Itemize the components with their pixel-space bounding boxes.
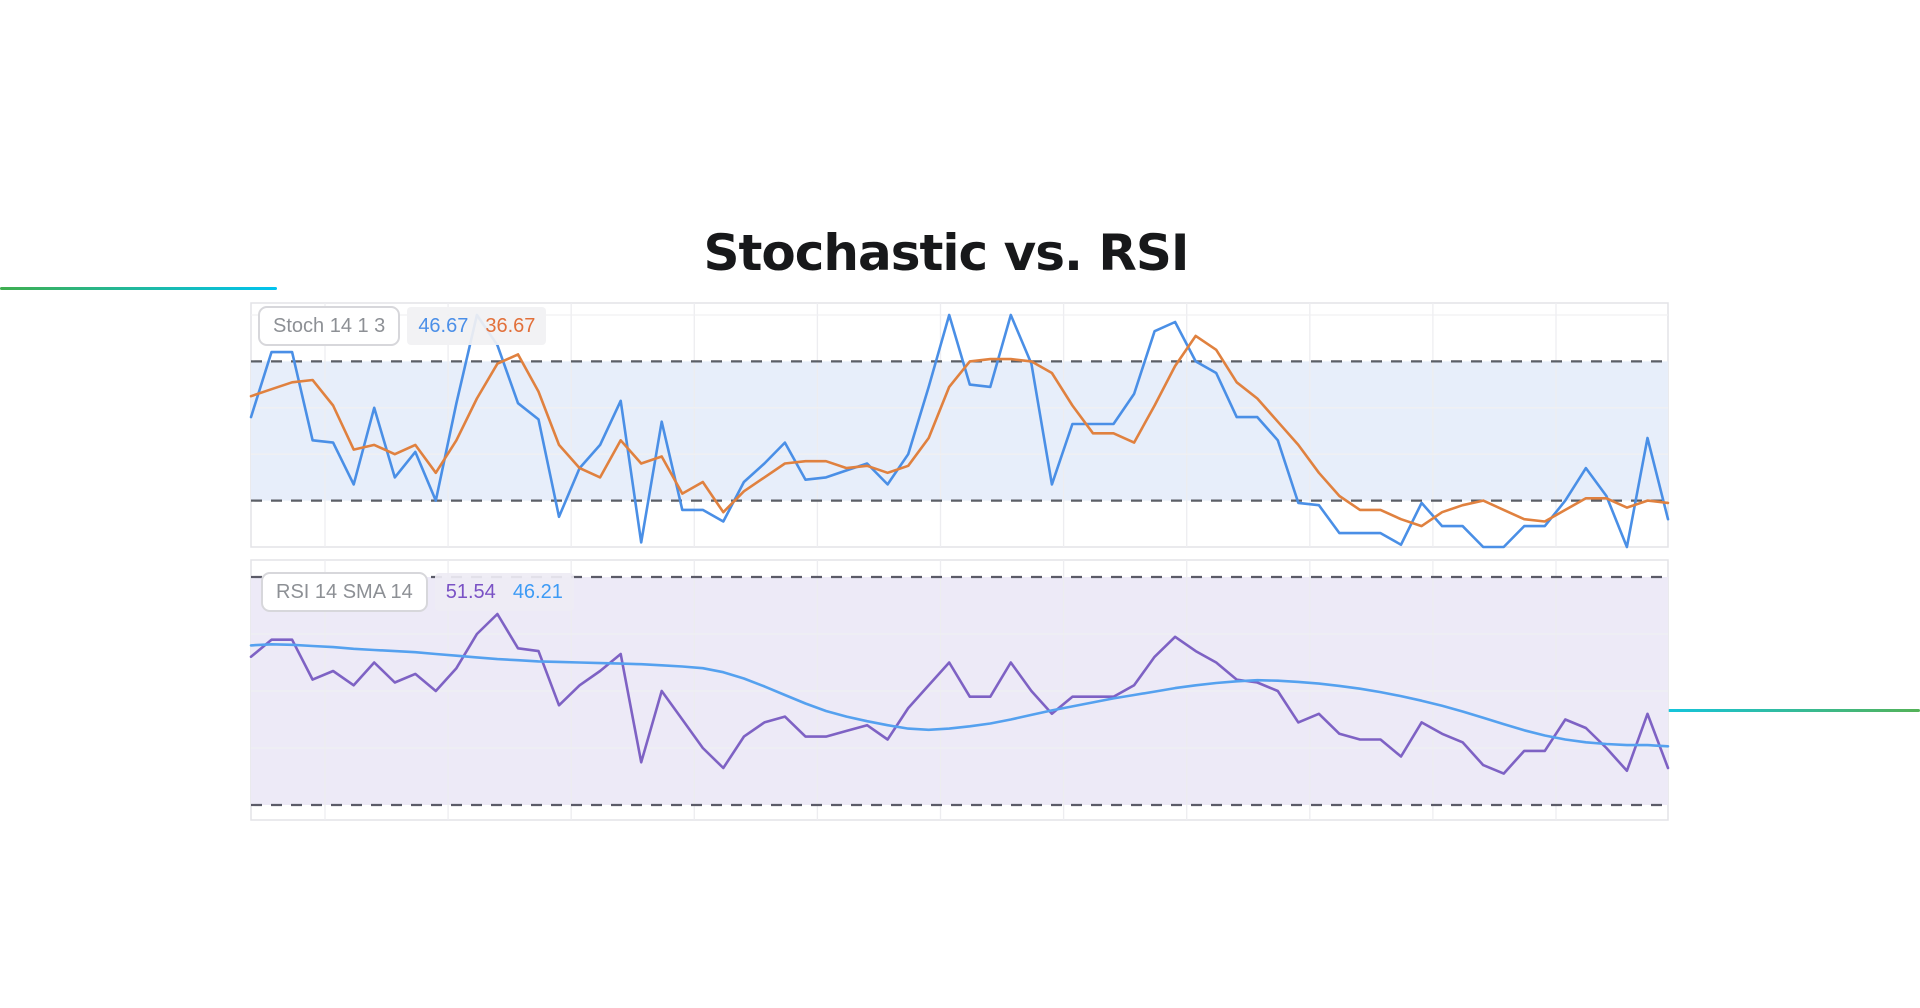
stoch-k-value: 46.67 bbox=[418, 315, 469, 337]
stoch-d-value: 36.67 bbox=[485, 315, 536, 337]
stoch-legend-label[interactable]: Stoch 14 1 3 bbox=[258, 306, 401, 346]
decorative-line-right bbox=[1668, 709, 1920, 712]
decorative-line-left bbox=[0, 287, 277, 290]
rsi-legend: RSI 14 SMA 14 51.54 46.21 bbox=[261, 572, 574, 612]
rsi-legend-label[interactable]: RSI 14 SMA 14 bbox=[261, 572, 428, 612]
stoch-legend: Stoch 14 1 3 46.67 36.67 bbox=[258, 306, 547, 346]
page-title: Stochastic vs. RSI bbox=[703, 223, 1190, 282]
rsi-legend-values: 51.54 46.21 bbox=[434, 573, 574, 611]
rsi-sma-value: 46.21 bbox=[512, 581, 563, 603]
stoch-legend-values: 46.67 36.67 bbox=[407, 307, 547, 345]
rsi-value: 51.54 bbox=[445, 581, 496, 603]
